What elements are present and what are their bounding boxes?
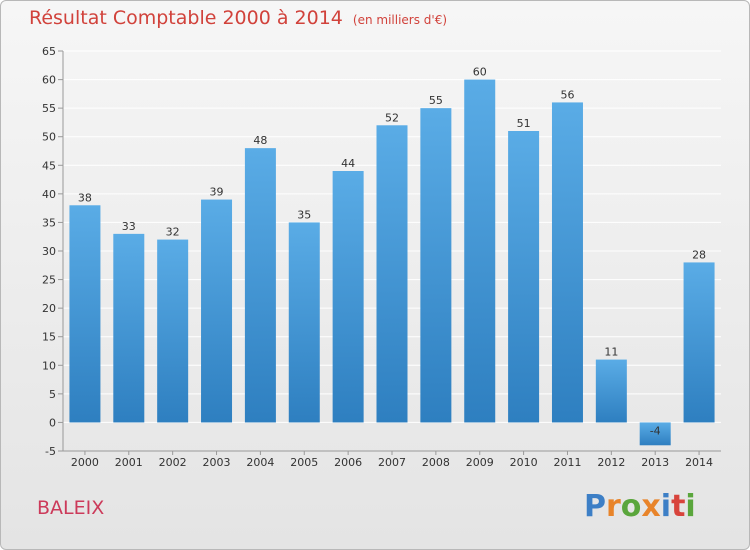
bar-2001 xyxy=(113,233,145,423)
bar-2003 xyxy=(201,199,233,423)
x-tick-label: 2003 xyxy=(203,456,231,469)
y-tick-label: 60 xyxy=(42,74,56,87)
bar-2010 xyxy=(508,131,540,423)
x-tick-label: 2000 xyxy=(71,456,99,469)
bar-2007 xyxy=(376,125,408,423)
bar-2004 xyxy=(244,148,276,423)
x-tick-label: 2013 xyxy=(641,456,669,469)
bar-2006 xyxy=(332,171,364,423)
bar-value-label: 51 xyxy=(517,117,531,130)
y-tick-label: -5 xyxy=(45,445,56,458)
y-tick-label: 0 xyxy=(49,416,56,429)
logo-letter: P xyxy=(584,489,606,524)
bar-value-label: 33 xyxy=(122,220,136,233)
bar-value-label: 32 xyxy=(166,226,180,239)
bar-value-label: 38 xyxy=(78,191,92,204)
label-layer: 38 33 32 39 48 35 44 52 55 60 51 56 11 -4 28 xyxy=(78,66,706,438)
commune-name: BALEIX xyxy=(37,497,105,519)
bar-value-label: 60 xyxy=(473,66,487,79)
y-tick-label: 10 xyxy=(42,359,56,372)
bar-2005 xyxy=(288,222,320,423)
x-tick-label: 2011 xyxy=(553,456,581,469)
bar-value-label: 39 xyxy=(210,186,224,199)
chart-title-text: Résultat Comptable 2000 à 2014 xyxy=(29,7,343,29)
x-tick-label: 2005 xyxy=(290,456,318,469)
x-tick-label: 2002 xyxy=(159,456,187,469)
bar-2008 xyxy=(420,108,452,423)
axis-layer: -5 0 5 10 15 20 25 30 35 40 45 50 55 60 65 2000 2001 2002… xyxy=(42,45,721,469)
x-tick-label: 2004 xyxy=(246,456,274,469)
y-tick-label: 40 xyxy=(42,188,56,201)
bar-2000 xyxy=(69,205,101,423)
chart-title: Résultat Comptable 2000 à 2014 (en millie… xyxy=(29,7,447,29)
logo-letter: t xyxy=(671,489,686,524)
y-tick-label: 20 xyxy=(42,302,56,315)
logo-letter: i xyxy=(685,489,696,524)
logo-letter: i xyxy=(660,489,672,524)
y-tick-label: 65 xyxy=(42,45,56,58)
bar-2014 xyxy=(683,262,715,423)
x-tick-label: 2014 xyxy=(685,456,713,469)
bar-2011 xyxy=(551,102,583,423)
x-tick-label: 2006 xyxy=(334,456,362,469)
x-tick-label: 2012 xyxy=(597,456,625,469)
x-tick-label: 2009 xyxy=(466,456,494,469)
logo-letter: x xyxy=(641,489,661,524)
y-tick-label: 50 xyxy=(42,131,56,144)
bar-value-label: 56 xyxy=(560,88,574,101)
y-tick-label: 5 xyxy=(49,388,56,401)
x-tick-label: 2008 xyxy=(422,456,450,469)
logo-letter: o xyxy=(620,489,642,524)
y-tick-label: 45 xyxy=(42,159,56,172)
x-tick-label: 2001 xyxy=(115,456,143,469)
bar-2009 xyxy=(464,79,496,423)
bar-value-label: 52 xyxy=(385,111,399,124)
bar-layer xyxy=(69,79,715,446)
bar-value-label: 35 xyxy=(297,208,311,221)
bar-value-label: -4 xyxy=(650,424,661,437)
bar-value-label: 48 xyxy=(253,134,267,147)
y-tick-label: 25 xyxy=(42,274,56,287)
y-tick-label: 55 xyxy=(42,102,56,115)
x-tick-label: 2010 xyxy=(510,456,538,469)
bar-2002 xyxy=(157,239,189,423)
y-tick-label: 15 xyxy=(42,331,56,344)
logo-letter: r xyxy=(606,489,621,524)
chart-subtitle: (en milliers d'€) xyxy=(352,13,448,27)
x-tick-label: 2007 xyxy=(378,456,406,469)
bar-2013 xyxy=(639,422,671,446)
bar-value-label: 11 xyxy=(604,346,618,359)
bar-value-label: 55 xyxy=(429,94,443,107)
bar-2012 xyxy=(595,359,627,423)
bar-value-label: 44 xyxy=(341,157,355,170)
y-tick-label: 35 xyxy=(42,216,56,229)
proxiti-logo[interactable]: Proxiti xyxy=(584,489,696,524)
bar-value-label: 28 xyxy=(692,248,706,261)
y-tick-label: 30 xyxy=(42,245,56,258)
